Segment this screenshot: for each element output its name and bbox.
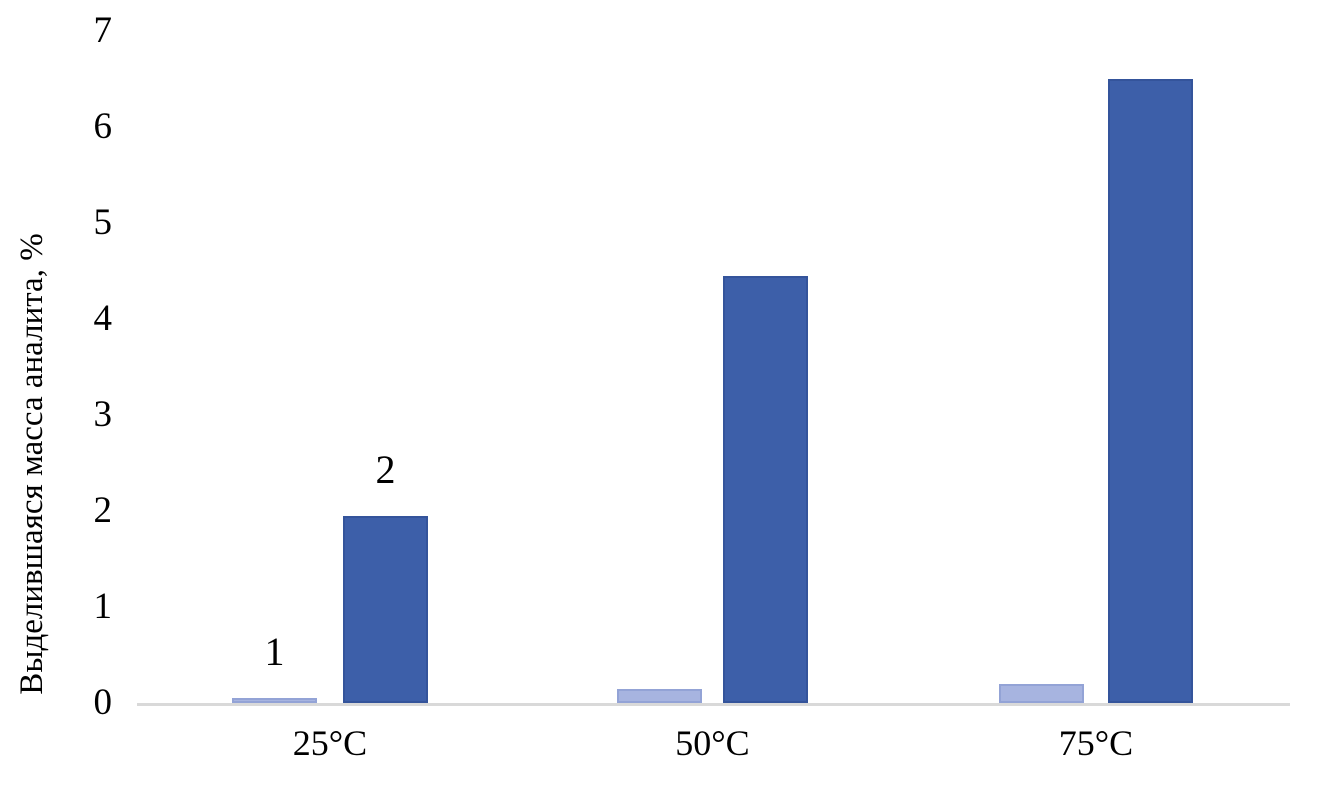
x-category-label: 25°C: [292, 723, 368, 763]
y-tick-label: 0: [93, 682, 113, 723]
series-number-annotation: 2: [375, 447, 396, 492]
bar-series-1-75°C: [999, 684, 1084, 703]
x-category-label: 50°C: [675, 723, 750, 763]
y-tick-label: 4: [93, 298, 113, 339]
bar-series-1-25°C: [232, 698, 317, 703]
y-tick-label: 7: [93, 10, 113, 51]
x-axis-line: [137, 703, 1290, 706]
y-tick-label: 2: [93, 490, 113, 531]
x-category-label: 75°C: [1058, 723, 1134, 763]
y-tick-label: 5: [93, 202, 113, 243]
bar-series-2-75°C: [1108, 79, 1193, 703]
y-tick-label: 3: [93, 394, 113, 435]
y-tick-label: 1: [93, 586, 113, 627]
bar-series-2-25°C: [343, 516, 428, 703]
bar-series-2-50°C: [723, 276, 808, 703]
y-tick-label: 6: [93, 106, 113, 147]
series-number-annotation: 1: [264, 629, 285, 674]
bar-series-1-50°C: [617, 689, 702, 703]
y-axis-title: Выделившаяся масса аналита, %: [14, 233, 50, 695]
